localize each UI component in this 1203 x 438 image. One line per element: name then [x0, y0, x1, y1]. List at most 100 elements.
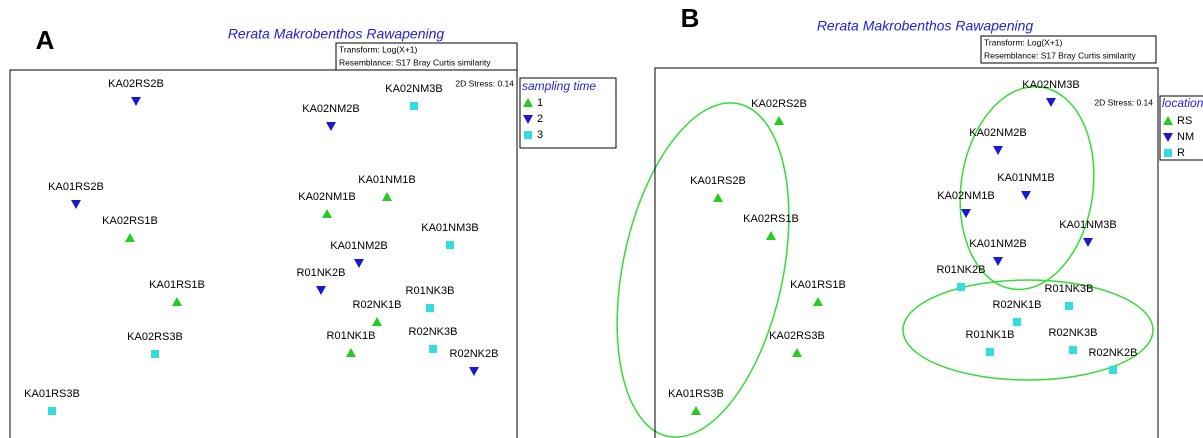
marker-square — [957, 283, 965, 291]
legend-marker — [523, 98, 533, 107]
marker-triangle-down — [354, 259, 364, 268]
ellipse-r — [902, 279, 1154, 381]
marker-square — [986, 348, 994, 356]
marker-square — [1013, 318, 1021, 326]
point-label: R02NK1B — [353, 299, 402, 311]
marker-square — [1069, 346, 1077, 354]
marker-square — [429, 345, 437, 353]
marker-triangle-down — [469, 367, 479, 376]
marker-square — [410, 102, 418, 110]
transform-box — [335, 42, 518, 71]
legend-label: 2 — [537, 113, 543, 125]
point-label: R01NK2B — [937, 264, 986, 276]
point-label: KA02NM2B — [302, 103, 359, 115]
marker-triangle-up — [382, 192, 392, 201]
point-label: KA01NM3B — [1059, 219, 1116, 231]
marker-square — [1109, 366, 1117, 374]
point-label: KA02NM2B — [969, 127, 1026, 139]
marker-triangle-down — [1083, 238, 1093, 247]
point-label: KA02RS3B — [127, 331, 183, 343]
marker-triangle-up — [813, 297, 823, 306]
ellipse-nm — [959, 85, 1095, 291]
point-label: KA02RS2B — [751, 98, 807, 110]
marker-triangle-up — [766, 231, 776, 240]
point-label: KA02RS2B — [108, 78, 164, 90]
point-label: KA01RS2B — [48, 181, 104, 193]
legend-title: location — [1162, 96, 1203, 110]
legend-box — [519, 77, 617, 149]
marker-square — [446, 241, 454, 249]
marker-triangle-down — [993, 146, 1003, 155]
legend-marker — [1163, 133, 1173, 142]
point-label: R01NK2B — [297, 267, 346, 279]
legend-label: 3 — [537, 129, 543, 141]
point-label: KA01NM3B — [421, 222, 478, 234]
marker-triangle-down — [961, 209, 971, 218]
transform-box — [980, 35, 1157, 64]
point-label: KA01NM1B — [997, 172, 1054, 184]
marker-triangle-down — [1046, 98, 1056, 107]
legend-label: RS — [1177, 115, 1192, 127]
point-label: R01NK1B — [966, 329, 1015, 341]
legend-label: 1 — [537, 97, 543, 109]
transform-text: Transform: Log(X+1) — [984, 37, 1063, 47]
panel-label: B — [681, 3, 700, 33]
point-label: KA01RS1B — [790, 279, 846, 291]
chart-title: Rerata Makrobenthos Rawapening — [817, 18, 1034, 34]
marker-triangle-up — [172, 297, 182, 306]
plot-frame — [9, 69, 518, 438]
legend-marker — [1164, 149, 1172, 157]
point-label: KA02RS3B — [769, 330, 825, 342]
legend-label: NM — [1177, 131, 1194, 143]
point-label: R01NK3B — [1045, 283, 1094, 295]
marker-triangle-down — [131, 97, 141, 106]
marker-triangle-down — [326, 122, 336, 131]
marker-triangle-up — [372, 317, 382, 326]
point-label: KA02RS1B — [102, 215, 158, 227]
marker-triangle-down — [316, 286, 326, 295]
panel-label: A — [36, 25, 55, 55]
cluster-ellipses — [616, 85, 1154, 438]
point-label: R01NK3B — [406, 285, 455, 297]
marker-triangle-up — [792, 348, 802, 357]
marker-triangle-up — [713, 193, 723, 202]
marker-square — [151, 350, 159, 358]
stress-text: 2D Stress: 0.14 — [1094, 97, 1153, 107]
marker-square — [1065, 302, 1073, 310]
point-label: KA02NM3B — [1022, 79, 1079, 91]
point-label: KA01RS3B — [24, 388, 80, 400]
point-label: KA01NM1B — [358, 174, 415, 186]
legend-marker — [523, 115, 533, 124]
marker-square — [48, 407, 56, 415]
plot-frame — [654, 67, 1159, 438]
legend-box — [1159, 95, 1203, 161]
point-label: R02NK1B — [993, 299, 1042, 311]
point-label: KA02NM1B — [298, 191, 355, 203]
point-label: R02NK2B — [1089, 347, 1138, 359]
ellipse-rs — [616, 102, 790, 438]
marker-square — [426, 304, 434, 312]
point-label: KA01RS2B — [690, 175, 746, 187]
legend-marker — [524, 131, 532, 139]
legend-label: R — [1177, 147, 1185, 159]
point-label: R01NK1B — [327, 330, 376, 342]
point-label: KA01NM2B — [330, 240, 387, 252]
point-label: KA01RS1B — [149, 279, 205, 291]
marker-triangle-down — [1021, 191, 1031, 200]
point-label: R02NK3B — [409, 326, 458, 338]
marker-triangle-up — [125, 233, 135, 242]
legend-marker — [1163, 116, 1173, 125]
chart-title: Rerata Makrobenthos Rawapening — [228, 26, 445, 42]
point-label: KA02NM3B — [385, 83, 442, 95]
point-label: KA02NM1B — [937, 190, 994, 202]
resemblance-text: Resemblance: S17 Bray Curtis similarity — [984, 50, 1136, 60]
marker-triangle-up — [691, 406, 701, 415]
point-label: R02NK2B — [450, 348, 499, 360]
marker-triangle-up — [774, 116, 784, 125]
legend-title: sampling time — [522, 79, 596, 93]
marker-triangle-down — [993, 257, 1003, 266]
marker-triangle-up — [322, 209, 332, 218]
marker-triangle-down — [71, 200, 81, 209]
point-label: KA02RS1B — [743, 213, 799, 225]
